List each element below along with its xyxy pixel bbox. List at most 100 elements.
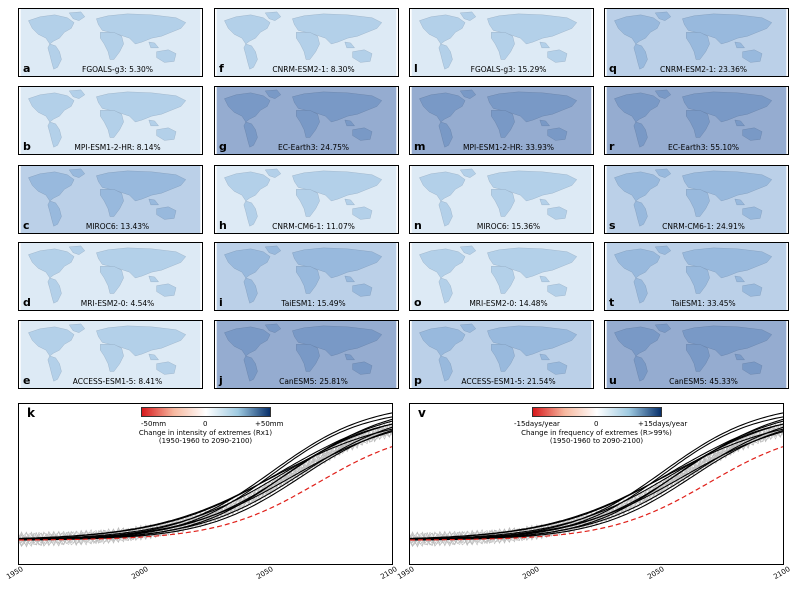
panel-caption: CNRM-CM6-1: 24.91% [662, 222, 745, 231]
world-map-m [411, 87, 592, 154]
panel-v-lines [410, 412, 783, 548]
ensemble-series-line [410, 412, 783, 541]
panel-letter: s [609, 219, 616, 232]
colorbar-v-mid-label: 0 [594, 420, 599, 428]
panel-letter: r [609, 140, 615, 153]
panel-caption: MIROC6: 15.36% [476, 222, 541, 231]
world-map-t [606, 243, 787, 310]
background-series-line [410, 427, 783, 547]
colorbar-v-max-label: +15days/year [638, 420, 688, 428]
map-panel-m: m MPI-ESM1-2-HR: 33.93% [409, 86, 594, 155]
map-panel-j: j CanESM5: 25.81% [214, 320, 399, 389]
ensemble-series-line [19, 420, 392, 540]
panel-letter: o [414, 296, 422, 309]
panel-caption: TaiESM1: 33.45% [671, 299, 736, 308]
panel-caption: TaiESM1: 15.49% [281, 299, 346, 308]
panel-letter: e [23, 374, 31, 387]
ensemble-series-line [19, 423, 392, 540]
colorbar-v-title-line1: Change in frequency of extremes (R>99%) [521, 429, 672, 437]
world-map-p [411, 321, 592, 388]
panel-letter: c [23, 219, 30, 232]
map-panel-i: i TaiESM1: 15.49% [214, 242, 399, 311]
colorbar-v-min-label: -15days/year [514, 420, 560, 428]
map-panel-b: b MPI-ESM1-2-HR: 8.14% [18, 86, 203, 155]
panel-letter: d [23, 296, 31, 309]
world-map-i [216, 243, 397, 310]
colorbar-k-title-line2: (1950-1960 to 2090-2100) [158, 437, 253, 445]
v-xtick-2100: 2100 [772, 565, 792, 581]
colorbar-k-mid-label: 0 [203, 420, 208, 428]
panel-letter: m [414, 140, 426, 153]
map-panel-p: p ACCESS-ESM1-5: 21.54% [409, 320, 594, 389]
panel-letter: t [609, 296, 615, 309]
panel-caption: MIROC6: 13.43% [85, 222, 150, 231]
ensemble-series-line [410, 420, 783, 540]
world-map-b [20, 87, 201, 154]
panel-letter: u [609, 374, 617, 387]
colorbar-v-title: Change in frequency of extremes (R>99%) … [460, 429, 733, 445]
colorbar-k-min-label: -50mm [141, 420, 167, 428]
map-panel-q: q CNRM-ESM2-1: 23.36% [604, 8, 789, 77]
world-map-s [606, 166, 787, 233]
world-map-e [20, 321, 201, 388]
world-map-n [411, 166, 592, 233]
map-panel-t: t TaiESM1: 33.45% [604, 242, 789, 311]
world-map-r [606, 87, 787, 154]
map-panel-h: h CNRM-CM6-1: 11.07% [214, 165, 399, 234]
ensemble-series-line [410, 423, 783, 540]
map-panel-r: r EC-Earth3: 55.10% [604, 86, 789, 155]
map-panel-a: a FGOALS-g3: 5.30% [18, 8, 203, 77]
panel-caption: CNRM-ESM2-1: 8.30% [272, 65, 355, 74]
world-map-f [216, 9, 397, 76]
background-series-line [19, 427, 392, 547]
map-panel-c: c MIROC6: 13.43% [18, 165, 203, 234]
world-map-c [20, 166, 201, 233]
panel-letter: i [219, 296, 223, 309]
map-panel-o: o MRI-ESM2-0: 14.48% [409, 242, 594, 311]
world-map-q [606, 9, 787, 76]
panel-v: v -15days/year 0 +15days/year Change in … [409, 403, 784, 565]
panel-letter: b [23, 140, 31, 153]
panel-k: k -50mm 0 +50mm Change in intensity of e… [18, 403, 393, 565]
colorbar-v-title-line2: (1950-1960 to 2090-2100) [549, 437, 644, 445]
panel-letter: j [219, 374, 223, 387]
panel-caption: ACCESS-ESM1-5: 21.54% [461, 377, 556, 386]
panel-caption: MPI-ESM1-2-HR: 8.14% [74, 143, 161, 152]
panel-letter: p [414, 374, 422, 387]
map-panel-u: u CanESM5: 45.33% [604, 320, 789, 389]
k-xtick-2050: 2050 [255, 565, 275, 581]
panel-letter: f [219, 62, 224, 75]
panel-letter: q [609, 62, 617, 75]
map-panel-l: l FGOALS-g3: 15.29% [409, 8, 594, 77]
colorbar-k-title-line1: Change in intensity of extremes (Rx1) [138, 429, 273, 437]
panel-caption: CNRM-ESM2-1: 23.36% [660, 65, 747, 74]
panel-letter: n [414, 219, 422, 232]
colorbar-k [141, 407, 271, 417]
map-panel-n: n MIROC6: 15.36% [409, 165, 594, 234]
panel-letter: g [219, 140, 227, 153]
reference-dashed-line [19, 446, 392, 541]
panel-caption: MRI-ESM2-0: 4.54% [80, 299, 155, 308]
panel-caption: MPI-ESM1-2-HR: 33.93% [463, 143, 554, 152]
panel-letter: l [414, 62, 418, 75]
panel-caption: FGOALS-g3: 15.29% [470, 65, 547, 74]
panel-caption: ACCESS-ESM1-5: 8.41% [72, 377, 163, 386]
map-panel-s: s CNRM-CM6-1: 24.91% [604, 165, 789, 234]
world-map-u [606, 321, 787, 388]
world-map-j [216, 321, 397, 388]
panel-v-letter: v [418, 406, 426, 420]
world-map-o [411, 243, 592, 310]
panel-letter: a [23, 62, 31, 75]
reference-dashed-line [410, 446, 783, 541]
panel-letter: h [219, 219, 227, 232]
v-xtick-1950: 1950 [396, 565, 416, 581]
panel-k-lines [19, 412, 392, 548]
map-panel-g: g EC-Earth3: 24.75% [214, 86, 399, 155]
panel-caption: CanESM5: 25.81% [279, 377, 348, 386]
background-series-line [410, 421, 783, 546]
map-panel-f: f CNRM-ESM2-1: 8.30% [214, 8, 399, 77]
panel-caption: MRI-ESM2-0: 14.48% [469, 299, 548, 308]
panel-k-letter: k [27, 406, 35, 420]
v-xtick-2050: 2050 [646, 565, 666, 581]
map-panel-e: e ACCESS-ESM1-5: 8.41% [18, 320, 203, 389]
